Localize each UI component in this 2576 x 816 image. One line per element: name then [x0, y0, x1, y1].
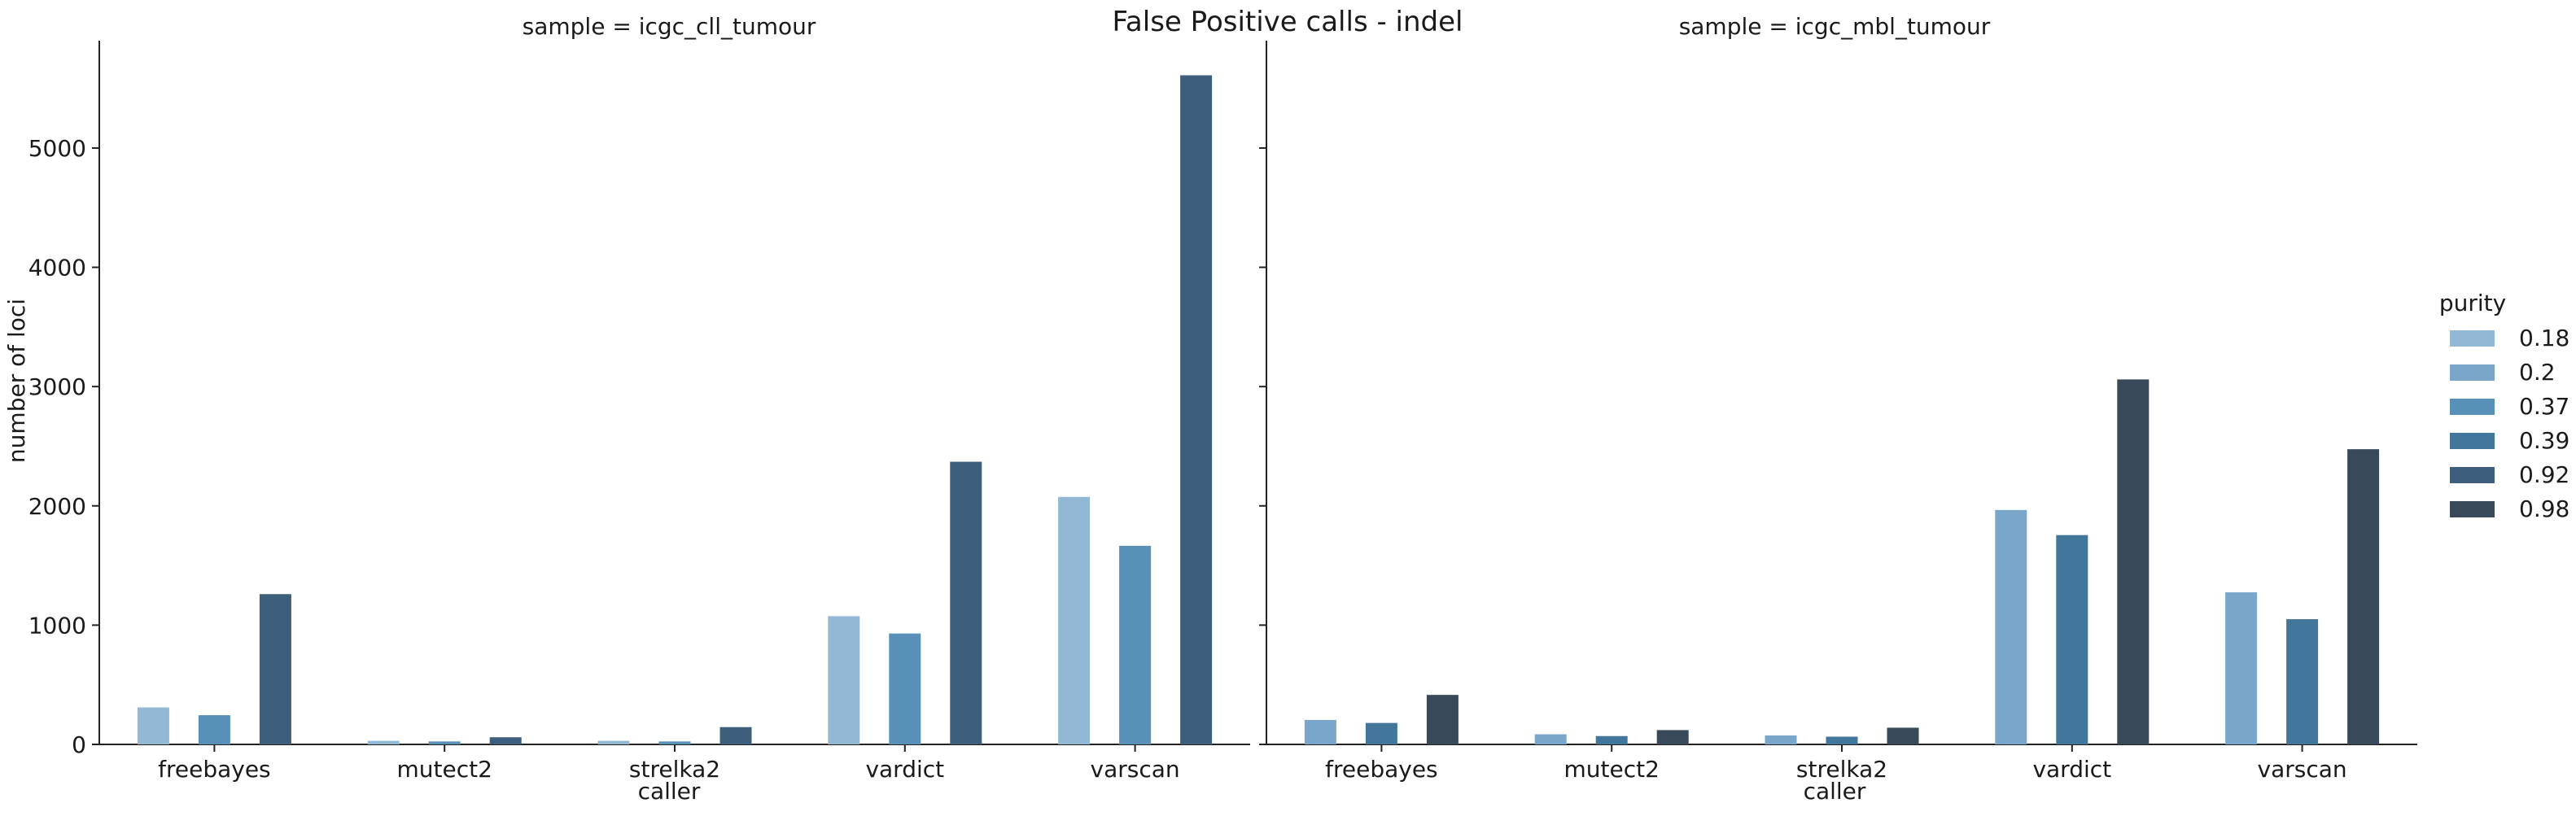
legend-label: 0.2: [2519, 359, 2556, 386]
bar: [1595, 735, 1628, 744]
legend-swatch: [2450, 433, 2495, 449]
y-tick-label: 5000: [28, 135, 86, 162]
legend-swatch: [2450, 364, 2495, 381]
x-tick-label: vardict: [865, 756, 944, 783]
legend-swatch: [2450, 330, 2495, 347]
bar: [489, 737, 522, 744]
bar: [1656, 730, 1689, 744]
legend-title: purity: [2439, 290, 2506, 316]
legend-swatch: [2450, 467, 2495, 483]
bar: [950, 461, 982, 744]
bar: [367, 740, 400, 744]
bar: [1058, 496, 1091, 744]
legend-swatch: [2450, 501, 2495, 517]
chart-title: False Positive calls - indel: [1113, 6, 1463, 38]
bar: [2286, 619, 2319, 744]
bar: [428, 741, 461, 744]
bar: [889, 633, 921, 744]
x-tick-label: freebayes: [158, 756, 271, 783]
bar: [1995, 509, 2027, 744]
bar: [2117, 379, 2150, 744]
bar: [1119, 545, 1152, 744]
y-tick-label: 4000: [28, 255, 86, 281]
bar: [2056, 535, 2088, 744]
bar: [259, 594, 291, 744]
x-axis-label-left: caller: [638, 778, 701, 805]
legend-label: 0.37: [2519, 393, 2569, 420]
legend-label: 0.92: [2519, 461, 2569, 488]
x-tick-label: mutect2: [396, 756, 492, 783]
legend-label: 0.98: [2519, 495, 2569, 522]
bar: [1887, 727, 1919, 744]
bar: [597, 740, 630, 744]
bar: [137, 707, 169, 744]
bar: [658, 741, 691, 744]
bar: [1534, 734, 1567, 744]
y-tick-label: 3000: [28, 373, 86, 400]
y-tick-label: 0: [72, 731, 86, 758]
x-tick-label: vardict: [2032, 756, 2111, 783]
bar: [1765, 735, 1797, 744]
bar: [2225, 592, 2258, 744]
x-tick-label: freebayes: [1325, 756, 1438, 783]
y-tick-label: 1000: [28, 612, 86, 639]
panel-title-right: sample = icgc_mbl_tumour: [1679, 13, 1991, 40]
bar: [1180, 75, 1213, 744]
bar: [1426, 695, 1459, 744]
x-tick-label: strelka2: [629, 756, 720, 783]
x-tick-label: strelka2: [1796, 756, 1887, 783]
legend-label: 0.18: [2519, 325, 2569, 351]
bar: [1365, 722, 1397, 744]
y-tick-label: 2000: [28, 493, 86, 520]
legend-label: 0.39: [2519, 427, 2569, 454]
x-axis-label-right: caller: [1804, 778, 1866, 805]
plot-area: 0 1000 2000 3000 4000 5000 freebayes mutect2 str…: [28, 41, 2569, 783]
x-tick-label: varscan: [2258, 756, 2347, 783]
bar: [828, 616, 860, 744]
panel-title-left: sample = icgc_cll_tumour: [523, 13, 816, 40]
bar: [2347, 449, 2380, 744]
bar: [198, 715, 230, 744]
bar: [719, 727, 752, 744]
bar: [1826, 736, 1858, 744]
x-tick-label: varscan: [1091, 756, 1180, 783]
bar: [1304, 719, 1336, 744]
legend-swatch: [2450, 399, 2495, 415]
x-tick-label: mutect2: [1564, 756, 1659, 783]
y-axis-label: number of loci: [3, 299, 30, 463]
